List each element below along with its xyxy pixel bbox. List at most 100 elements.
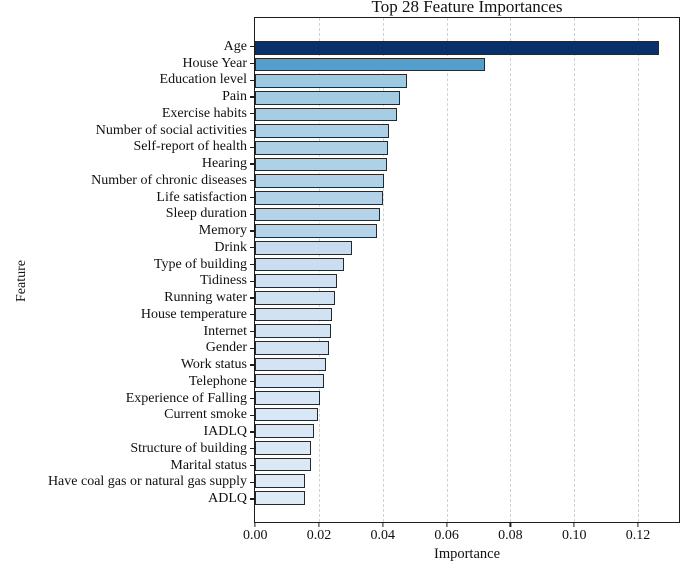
y-tick-label: Pain	[222, 89, 247, 105]
y-tick-label: Work status	[180, 357, 247, 373]
x-tick-label: 0.06	[434, 528, 459, 543]
y-tick-mark	[250, 414, 254, 416]
x-tick-mark	[446, 523, 448, 527]
bar-row	[255, 257, 679, 272]
y-tick-label: Number of chronic diseases	[91, 172, 247, 188]
y-tick-label: Telephone	[188, 373, 247, 389]
x-tick-mark	[573, 523, 575, 527]
ytick-row: Education level	[0, 73, 254, 88]
ytick-row: Gender	[0, 340, 254, 356]
y-tick-mark	[250, 280, 254, 282]
y-tick-label: Internet	[203, 323, 247, 339]
ytick-labels: Age House Year Education level Pain Exercise…	[0, 17, 254, 523]
bar	[255, 224, 378, 238]
bar-row	[255, 457, 679, 472]
bar	[255, 157, 387, 172]
y-tick-mark	[250, 297, 254, 299]
x-tick-mark	[509, 523, 511, 527]
bar-row	[255, 41, 679, 55]
gridline	[382, 18, 384, 522]
y-tick-mark	[250, 381, 254, 383]
bar	[255, 74, 407, 88]
bar-row	[255, 157, 679, 172]
bar-row	[255, 107, 679, 122]
ytick-row: Age	[0, 38, 254, 54]
bar-row	[255, 307, 679, 322]
bar	[255, 207, 381, 222]
ytick-row: Life satisfaction	[0, 190, 254, 205]
ytick-row: Sleep duration	[0, 206, 254, 222]
bar	[255, 457, 311, 472]
ytick-row: Running water	[0, 291, 254, 305]
ytick-row: Exercise habits	[0, 106, 254, 121]
gridline	[510, 18, 512, 522]
bar	[255, 91, 400, 105]
y-tick-label: Gender	[205, 340, 247, 356]
bar-row	[255, 241, 679, 255]
bar	[255, 124, 389, 138]
bar	[255, 291, 335, 305]
ytick-row: Memory	[0, 224, 254, 238]
y-tick-mark	[250, 79, 254, 81]
ytick-row: House Year	[0, 56, 254, 71]
ytick-row: Number of chronic diseases	[0, 172, 254, 188]
y-tick-label: Tidiness	[200, 273, 247, 289]
bar	[255, 341, 330, 355]
y-tick-mark	[250, 113, 254, 115]
ytick-row: Tidiness	[0, 273, 254, 289]
ytick-row: Number of social activities	[0, 123, 254, 138]
bar	[255, 107, 397, 122]
bar-row	[255, 124, 679, 138]
y-tick-label: Age	[223, 38, 247, 54]
y-tick-mark	[250, 364, 254, 366]
bar-row	[255, 291, 679, 305]
bar-row	[255, 341, 679, 355]
bars-layer	[255, 18, 679, 522]
ytick-row: Internet	[0, 323, 254, 339]
bar	[255, 357, 326, 372]
bar-row	[255, 441, 679, 455]
ytick-row: Work status	[0, 358, 254, 372]
bar-row	[255, 357, 679, 372]
y-tick-mark	[250, 314, 254, 316]
gridline	[638, 18, 640, 522]
ytick-row: Type of building	[0, 257, 254, 272]
ytick-row: House temperature	[0, 307, 254, 322]
bar-row	[255, 407, 679, 422]
y-tick-mark	[250, 247, 254, 249]
ytick-row: Self-report of health	[0, 140, 254, 155]
x-tick-mark	[318, 523, 320, 527]
bar	[255, 191, 383, 205]
x-tick-label: 0.08	[498, 528, 523, 543]
y-tick-mark	[250, 213, 254, 215]
bar	[255, 474, 306, 489]
x-tick-label: 0.04	[370, 528, 396, 543]
ytick-row: Marital status	[0, 458, 254, 473]
y-tick-label: IADLQ	[203, 424, 247, 440]
y-tick-label: Experience of Falling	[125, 390, 247, 406]
y-tick-mark	[250, 129, 254, 132]
ytick-row: Pain	[0, 90, 254, 104]
x-tick-label: 0.10	[561, 528, 587, 543]
y-tick-mark	[250, 498, 254, 500]
bar	[255, 407, 318, 422]
y-tick-mark	[250, 146, 254, 148]
bar	[255, 257, 344, 272]
bar-row	[255, 191, 679, 205]
y-tick-label: Drink	[214, 239, 247, 255]
y-tick-mark	[250, 481, 254, 483]
bar	[255, 41, 659, 55]
y-tick-mark	[250, 62, 254, 65]
bar	[255, 441, 312, 455]
y-tick-label: Sleep duration	[165, 206, 247, 222]
x-axis-label: Importance	[433, 546, 501, 562]
ytick-row: Telephone	[0, 373, 254, 389]
y-tick-mark	[250, 347, 254, 349]
y-tick-label: Have coal gas or natural gas supply	[47, 474, 247, 490]
ytick-row: Experience of Falling	[0, 390, 254, 406]
ytick-row: Structure of building	[0, 441, 254, 456]
x-tick-mark	[254, 523, 256, 527]
y-tick-mark	[250, 464, 254, 467]
bar	[255, 491, 305, 505]
